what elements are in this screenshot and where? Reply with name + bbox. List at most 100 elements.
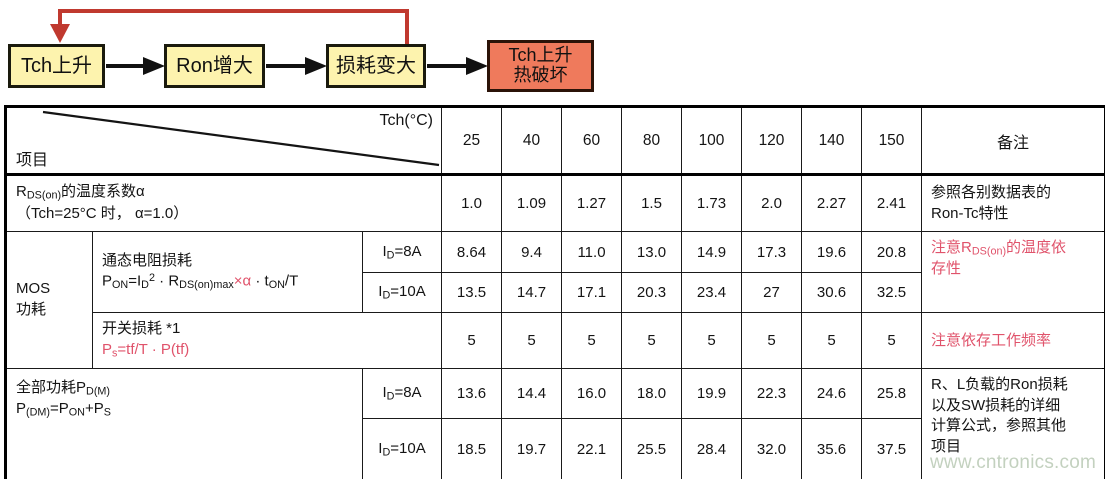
cell-alpha-150: 2.41 [861, 176, 921, 231]
cell-pon-10a-100: 23.4 [681, 273, 741, 312]
cell-pon-10a-60: 17.1 [561, 273, 621, 312]
cell-ps-25: 5 [441, 313, 501, 368]
cell-pdm-8a-40: 14.4 [501, 369, 561, 418]
flow-box-loss-increase: 损耗变大 [326, 44, 426, 88]
specification-table: Tch(°C) 项目 25 40 60 80 100 120 140 150 备… [4, 105, 1105, 479]
row-total-loss-item-line1: 全部功耗PD(M) [16, 379, 110, 398]
row-temp-coefficient-item: RDS(on)的温度系数α （Tch=25°C 时， α=1.0） [7, 176, 441, 231]
cell-remark-temp-coefficient: 参照各别数据表的 Ron-Tc特性 [921, 176, 1104, 231]
flow-box-thermal-breakdown-label-1: Tch上升 [508, 45, 573, 66]
cell-pdm-10a-60: 22.1 [561, 419, 621, 479]
cell-alpha-80: 1.5 [621, 176, 681, 231]
row-temp-coefficient-item-line2: （Tch=25°C 时， α=1.0） [16, 204, 189, 222]
cell-ps-40: 5 [501, 313, 561, 368]
sub-item-switching-loss-title: 开关损耗 *1 [102, 320, 181, 338]
header-temp-100: 100 [681, 108, 741, 173]
header-item-label: 项目 [16, 152, 49, 169]
cell-pon-8a-140: 19.6 [801, 232, 861, 272]
header-temp-140: 140 [801, 108, 861, 173]
row-total-loss-item: 全部功耗PD(M) P(DM)=PON+PS [7, 369, 362, 479]
group-label-mos-power: MOS 功耗 [7, 232, 92, 368]
cell-alpha-140: 2.27 [801, 176, 861, 231]
cell-ps-120: 5 [741, 313, 801, 368]
flow-box-tch-rise: Tch上升 [8, 44, 105, 88]
row-temp-coefficient-item-line1: RDS(on)的温度系数α [16, 183, 145, 202]
cell-pon-10a-80: 20.3 [621, 273, 681, 312]
cell-pdm-8a-25: 13.6 [441, 369, 501, 418]
header-temp-80: 80 [621, 108, 681, 173]
cell-current-total-10a: ID=10A [362, 419, 441, 479]
cell-ps-80: 5 [621, 313, 681, 368]
sub-item-on-resistance-loss-title: 通态电阻损耗 [102, 251, 193, 269]
cell-pdm-10a-25: 18.5 [441, 419, 501, 479]
flow-box-loss-increase-label: 损耗变大 [336, 55, 416, 77]
cell-pdm-8a-120: 22.3 [741, 369, 801, 418]
cell-current-on-loss-10a: ID=10A [362, 273, 441, 312]
row-divider-3 [92, 312, 1102, 314]
remark-total-loss-line3: 计算公式，参照其他 [931, 417, 1067, 435]
cell-remark-switching-loss: 注意依存工作频率 [921, 313, 1104, 368]
row-divider-2 [362, 272, 921, 274]
cell-ps-140: 5 [801, 313, 861, 368]
cell-pdm-8a-80: 18.0 [621, 369, 681, 418]
remark-on-resistance-loss-line2: 存性 [931, 260, 962, 278]
group-label-mos-power-line1: MOS [16, 280, 51, 298]
header-diagonal-line [42, 110, 440, 167]
cell-ps-150: 5 [861, 313, 921, 368]
cell-pdm-10a-40: 19.7 [501, 419, 561, 479]
cell-alpha-25: 1.0 [441, 176, 501, 231]
cell-alpha-100: 1.73 [681, 176, 741, 231]
remark-switching-loss-line1: 注意依存工作频率 [931, 331, 1052, 349]
cell-pon-8a-150: 20.8 [861, 232, 921, 272]
header-remark: 备注 [921, 108, 1104, 173]
flow-box-ron-increase-label: Ron增大 [176, 55, 253, 77]
cell-pon-8a-100: 14.9 [681, 232, 741, 272]
flow-box-tch-rise-label: Tch上升 [20, 55, 93, 77]
forward-arrow-1 [106, 57, 165, 75]
cell-pdm-8a-140: 24.6 [801, 369, 861, 418]
flowchart: Tch上升 Ron增大 损耗变大 Tch上升 热破坏 [0, 0, 1111, 105]
row-divider-4 [7, 368, 1102, 370]
cell-pon-10a-120: 27 [741, 273, 801, 312]
cell-pdm-8a-150: 25.8 [861, 369, 921, 418]
flow-box-thermal-breakdown: Tch上升 热破坏 [487, 40, 594, 92]
group-label-mos-power-line2: 功耗 [16, 301, 47, 318]
flowchart-arrows [50, 9, 488, 75]
cell-pon-8a-40: 9.4 [501, 232, 561, 272]
cell-pdm-8a-60: 16.0 [561, 369, 621, 418]
header-temp-25: 25 [441, 108, 501, 173]
cell-alpha-120: 2.0 [741, 176, 801, 231]
header-divider [7, 173, 1102, 176]
sub-item-on-resistance-loss-formula: PON=ID2 · RDS(on)max×α · tON/T [102, 272, 299, 292]
sub-item-switching-loss: 开关损耗 *1 Ps=tf/T · P(tf) [92, 313, 441, 368]
cell-alpha-60: 1.27 [561, 176, 621, 231]
header-tch-label: Tch(°C) [379, 112, 433, 129]
remark-temp-coefficient-line2: Ron-Tc特性 [931, 204, 1009, 222]
sub-item-on-resistance-loss: 通态电阻损耗 PON=ID2 · RDS(on)max×α · tON/T [92, 232, 362, 312]
cell-pdm-10a-120: 32.0 [741, 419, 801, 479]
remark-total-loss-line4: 项目 [931, 438, 962, 456]
cell-pon-10a-150: 32.5 [861, 273, 921, 312]
forward-arrow-2 [266, 57, 327, 75]
cell-pon-8a-80: 13.0 [621, 232, 681, 272]
cell-pdm-10a-80: 25.5 [621, 419, 681, 479]
remark-temp-coefficient-line1: 参照各别数据表的 [931, 183, 1052, 201]
cell-remark-on-resistance-loss: 注意RDS(on)的温度依 存性 [921, 232, 1104, 312]
remark-total-loss-line2: 以及SW损耗的详细 [931, 396, 1061, 414]
row-divider-5 [362, 418, 921, 420]
header-temp-40: 40 [501, 108, 561, 173]
forward-arrow-3 [427, 57, 488, 75]
cell-alpha-40: 1.09 [501, 176, 561, 231]
cell-current-total-8a: ID=8A [362, 369, 441, 418]
feedback-arrow [50, 9, 409, 44]
cell-pdm-10a-140: 35.6 [801, 419, 861, 479]
flow-box-thermal-breakdown-label-2: 热破坏 [513, 65, 568, 85]
remark-total-loss-line1: R、L负载的Ron损耗 [931, 376, 1068, 393]
header-temp-150: 150 [861, 108, 921, 173]
cell-pon-8a-120: 17.3 [741, 232, 801, 272]
cell-remark-total-loss: R、L负载的Ron损耗 以及SW损耗的详细 计算公式，参照其他 项目 [921, 369, 1104, 479]
cell-pdm-10a-150: 37.5 [861, 419, 921, 479]
cell-pdm-8a-100: 19.9 [681, 369, 741, 418]
cell-pon-8a-60: 11.0 [561, 232, 621, 272]
sub-item-switching-loss-formula: Ps=tf/T · P(tf) [102, 341, 190, 360]
